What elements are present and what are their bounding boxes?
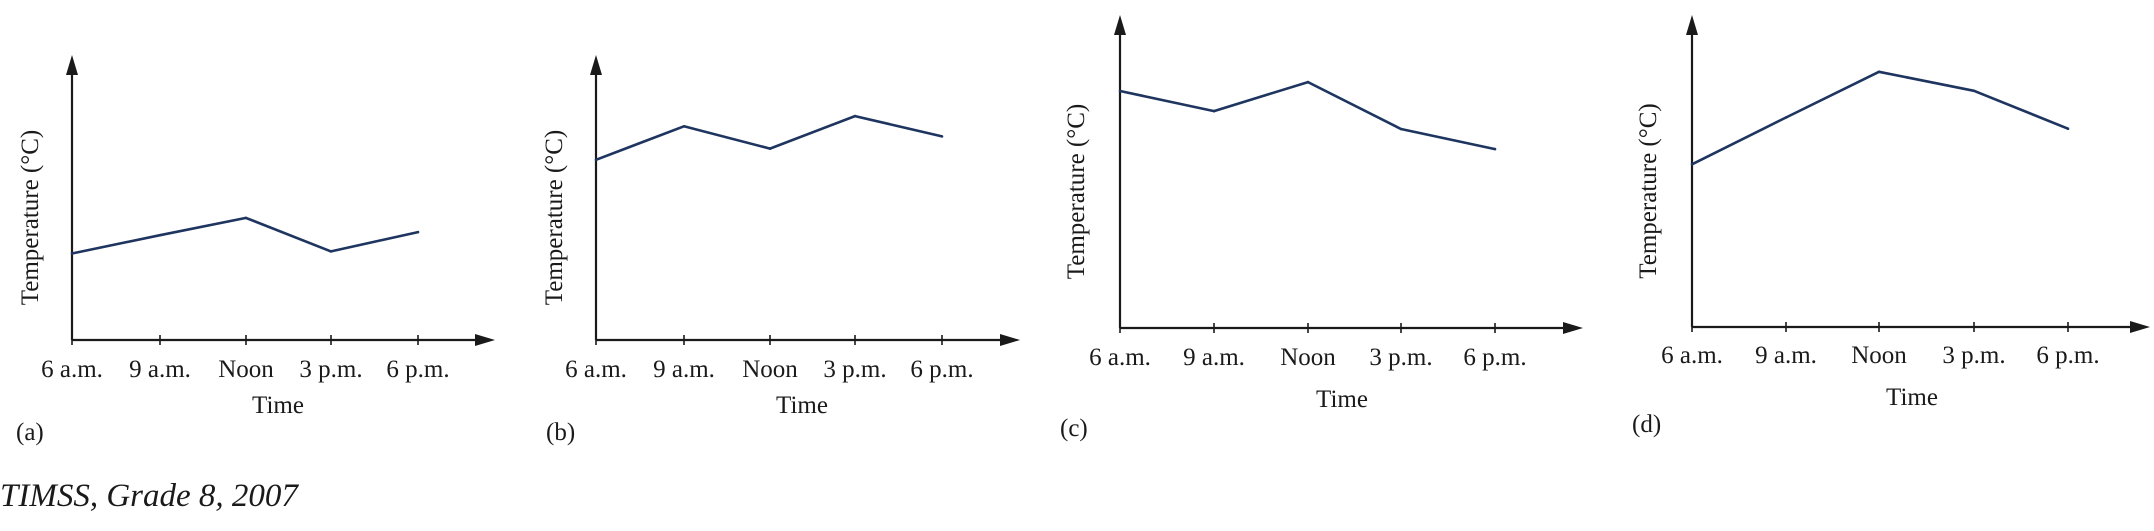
y-axis-label: Temperature (°C) xyxy=(1063,104,1090,280)
x-tick-label: Noon xyxy=(1851,342,1907,369)
x-tick-label: 9 a.m. xyxy=(1755,342,1817,369)
series-line xyxy=(71,216,419,255)
series-line xyxy=(1119,80,1496,151)
x-axis-label: Time xyxy=(252,392,304,419)
y-axis-label: Temperature (°C) xyxy=(17,130,44,306)
y-axis-label: Temperature (°C) xyxy=(1635,103,1662,279)
data-point xyxy=(682,125,686,128)
x-axis-label: Time xyxy=(1316,386,1368,413)
data-point xyxy=(1972,89,1976,93)
data-point xyxy=(594,158,598,162)
series-line xyxy=(1691,70,2069,166)
y-axis-arrow xyxy=(1686,15,1698,35)
data-point xyxy=(1690,163,1694,166)
x-tick-label: 3 p.m. xyxy=(299,356,362,383)
chart-panel-d: 6 a.m. 9 a.m. Noon 3 p.m. 6 p.m. Temperature … xyxy=(1632,15,2150,438)
x-tick-label: 6 a.m. xyxy=(41,356,103,383)
data-point xyxy=(329,250,333,253)
x-axis-arrow xyxy=(475,334,495,346)
x-tick-label: Noon xyxy=(1280,344,1336,371)
x-tick-label: 6 p.m. xyxy=(1463,344,1526,371)
x-tick-label: 9 a.m. xyxy=(129,356,191,383)
panel-label: (c) xyxy=(1060,415,1088,442)
x-tick-label: 3 p.m. xyxy=(1369,344,1432,371)
x-tick-label: 3 p.m. xyxy=(823,356,886,383)
x-tick-label: 6 p.m. xyxy=(910,356,973,383)
x-tick-label: 3 p.m. xyxy=(1942,342,2005,369)
data-point xyxy=(158,233,162,237)
panel-label: (b) xyxy=(546,419,575,446)
source-citation: TIMSS, Grade 8, 2007 xyxy=(0,478,298,514)
y-axis-arrow xyxy=(1114,15,1126,35)
data-point xyxy=(1877,70,1881,74)
x-tick-label: 9 a.m. xyxy=(653,356,715,383)
panel-label: (a) xyxy=(16,419,44,446)
data-point xyxy=(1212,109,1216,113)
x-axis-arrow xyxy=(1563,322,1583,334)
y-axis-arrow xyxy=(590,55,602,75)
data-point xyxy=(940,135,944,138)
data-point xyxy=(1784,116,1788,119)
chart-panel-c: 6 a.m. 9 a.m. Noon 3 p.m. 6 p.m. Temperature … xyxy=(1060,15,1583,442)
data-point xyxy=(416,230,420,234)
data-point xyxy=(2066,127,2070,130)
x-axis-label: Time xyxy=(1886,384,1938,411)
x-tick-label: 6 p.m. xyxy=(2036,342,2099,369)
series-line xyxy=(595,114,943,162)
data-point xyxy=(244,216,248,220)
x-tick-label: 6 a.m. xyxy=(565,356,627,383)
x-tick-label: Noon xyxy=(742,356,798,383)
x-tick-label: 9 a.m. xyxy=(1183,344,1245,371)
chart-panel-a: 6 a.m. 9 a.m. Noon 3 p.m. 6 p.m. Temperature … xyxy=(16,55,495,446)
data-point xyxy=(853,114,857,118)
y-axis-label: Temperature (°C) xyxy=(541,130,568,306)
x-tick-label: 6 a.m. xyxy=(1661,342,1723,369)
x-tick-label: 6 p.m. xyxy=(386,356,449,383)
data-point xyxy=(768,147,772,150)
data-point xyxy=(1493,147,1497,151)
y-axis-arrow xyxy=(66,55,78,75)
x-axis-arrow xyxy=(2130,321,2150,333)
x-tick-label: 6 a.m. xyxy=(1089,344,1151,371)
data-point xyxy=(1306,80,1310,84)
x-tick-label: Noon xyxy=(218,356,274,383)
chart-panel-b: 6 a.m. 9 a.m. Noon 3 p.m. 6 p.m. Temperature … xyxy=(541,55,1020,446)
data-point xyxy=(70,252,74,255)
data-point xyxy=(1399,127,1403,131)
data-point xyxy=(1118,89,1122,93)
x-axis-label: Time xyxy=(776,392,828,419)
panel-label: (d) xyxy=(1632,411,1661,438)
x-axis-arrow xyxy=(1000,334,1020,346)
